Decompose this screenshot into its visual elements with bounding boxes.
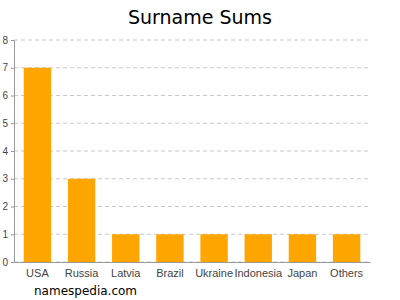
x-tick: Brazil [156,262,184,279]
y-tick: 4 [2,146,14,157]
bar [112,234,139,262]
y-axis-line [11,41,15,263]
y-tick: 5 [2,118,14,129]
grid-line [14,206,370,207]
grid [14,40,370,262]
x-tick-label: Brazil [156,267,184,279]
chart-container: 0 1 2 3 4 5 6 7 8 USA Russia Latvia Brazil UkraineInd… [0,0,400,300]
y-tick: 8 [2,35,14,46]
x-tick: Ukraine [195,262,233,279]
grid-line [14,67,370,68]
bar [289,234,316,262]
title: Surname Sums [128,6,272,28]
y-tick: 6 [2,90,14,101]
x-axis-line [15,262,371,263]
y-tick-mark [11,123,14,124]
grid-line [14,151,370,152]
x-tick-label: USA [26,267,49,279]
y-tick-mark [11,68,14,69]
x-tick: Russia [65,262,100,279]
y-tick-mark [11,151,14,152]
grid-line [14,234,370,235]
y-tick: 7 [2,62,14,73]
grid-line [14,40,370,41]
x-tick-label: Japan [287,267,317,279]
bar [200,234,227,262]
grid-line [14,178,370,179]
x-axis: USA Russia Latvia Brazil UkraineIndonesia Jap… [15,262,371,279]
y-tick-mark [11,207,14,208]
x-tick-label: Latvia [111,267,141,279]
bar [156,234,183,262]
y-tick-label: 6 [2,90,8,101]
y-tick-mark [11,262,14,263]
x-tick: USA [26,262,49,279]
y-tick-mark [11,96,14,97]
y-tick-label: 5 [2,118,8,129]
x-tick-label: Russia [65,267,100,279]
x-tick-label: Indonesia [234,267,283,279]
y-tick-label: 7 [2,62,8,73]
x-tick: Indonesia [234,262,283,279]
y-tick-label: 4 [2,146,8,157]
grid-line [14,262,370,263]
x-tick-label: Ukraine [195,267,233,279]
bar [245,234,272,262]
y-tick: 0 [2,257,14,268]
y-tick-label: 2 [2,201,8,212]
bar [333,234,360,262]
y-tick-mark [11,179,14,180]
bars [24,68,361,262]
chart-svg: 0 1 2 3 4 5 6 7 8 USA Russia Latvia Brazil UkraineInd… [0,0,400,300]
x-tick: Latvia [111,262,141,279]
x-tick: Others [330,262,364,279]
bar [24,68,51,262]
y-tick-label: 1 [2,229,8,240]
bar [68,179,95,262]
grid-line [14,95,370,96]
plot: 0 1 2 3 4 5 6 7 8 USA Russia Latvia Brazil UkraineInd… [2,35,370,279]
y-tick-mark [11,234,14,235]
y-tick: 2 [2,201,14,212]
y-tick-label: 0 [2,257,8,268]
x-tick: Japan [287,262,317,279]
y-tick-label: 3 [2,173,8,184]
grid-line [14,123,370,124]
annotation: namespedia.com [34,284,137,298]
y-axis: 0 1 2 3 4 5 6 7 8 [2,35,14,268]
y-tick: 1 [2,229,14,240]
x-tick-label: Others [330,267,364,279]
y-tick-label: 8 [2,35,8,46]
y-tick: 3 [2,173,14,184]
y-tick-mark [11,40,14,41]
